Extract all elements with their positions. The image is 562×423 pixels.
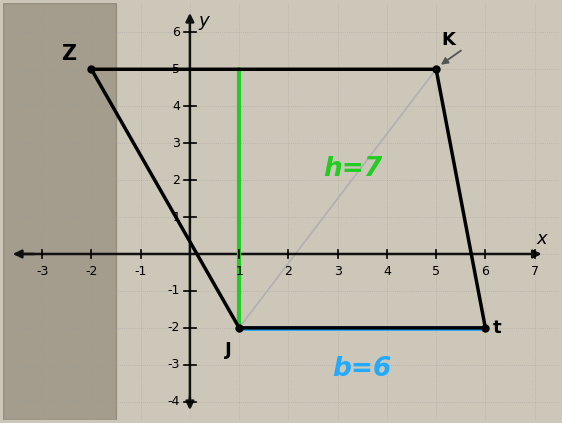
Text: -1: -1 <box>167 284 180 297</box>
Text: 2: 2 <box>172 173 180 187</box>
Text: 4: 4 <box>383 265 391 278</box>
Text: 6: 6 <box>172 26 180 39</box>
Text: h=7: h=7 <box>323 157 382 182</box>
Text: -2: -2 <box>167 321 180 334</box>
Text: 2: 2 <box>284 265 292 278</box>
Text: -3: -3 <box>36 265 48 278</box>
Text: -1: -1 <box>134 265 147 278</box>
Text: 3: 3 <box>172 137 180 150</box>
Text: J: J <box>225 341 232 359</box>
Text: 7: 7 <box>531 265 538 278</box>
Text: -3: -3 <box>167 358 180 371</box>
Text: -4: -4 <box>167 395 180 408</box>
Text: Z: Z <box>61 44 76 64</box>
Text: 1: 1 <box>235 265 243 278</box>
Text: t: t <box>493 319 501 337</box>
Text: b=6: b=6 <box>333 356 392 382</box>
Text: 6: 6 <box>482 265 490 278</box>
Text: 5: 5 <box>432 265 440 278</box>
Text: 4: 4 <box>172 100 180 113</box>
Text: 1: 1 <box>172 211 180 223</box>
Text: -2: -2 <box>85 265 98 278</box>
Text: x: x <box>536 230 547 247</box>
Text: K: K <box>441 31 455 49</box>
Bar <box>3 3 116 420</box>
Text: 5: 5 <box>172 63 180 76</box>
Text: 3: 3 <box>334 265 342 278</box>
Text: y: y <box>199 12 210 30</box>
